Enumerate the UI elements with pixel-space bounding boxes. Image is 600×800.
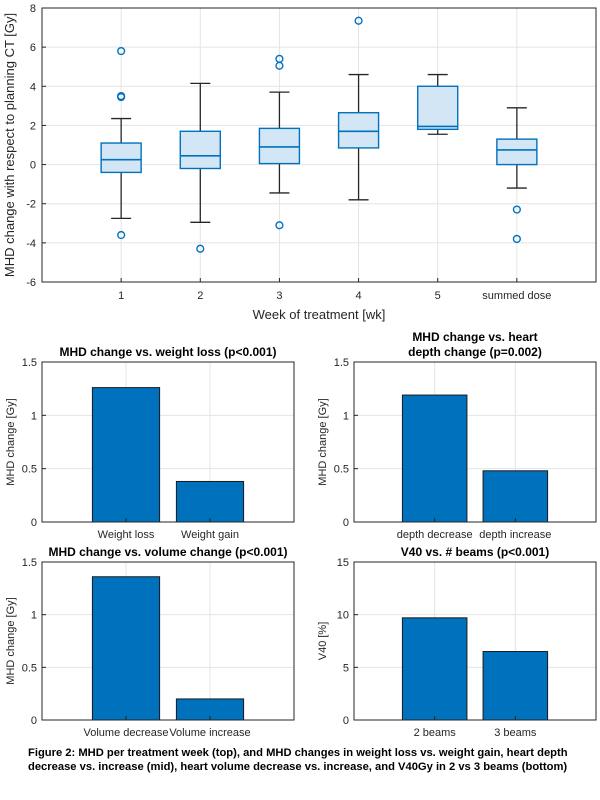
box-iqr <box>258 127 301 165</box>
y-tick-label: 1.5 <box>334 357 349 369</box>
y-tick-label: 0.5 <box>22 662 37 674</box>
x-tick-label: Volume increase <box>169 727 250 739</box>
axes-frame <box>41 561 295 721</box>
x-tick-label: 3 beams <box>494 727 537 739</box>
bar-2 <box>482 651 549 721</box>
x-tick-label: 5 <box>435 290 441 302</box>
x-axis-label: Week of treatment [wk] <box>253 307 386 322</box>
x-tick-label: depth decrease <box>397 529 473 541</box>
x-tick-label: 2 beams <box>414 727 457 739</box>
y-tick-label: 0.5 <box>22 464 37 476</box>
outlier-point <box>117 92 126 102</box>
axes-frame <box>41 361 295 523</box>
y-tick-label: 2 <box>30 120 36 132</box>
y-axis-label: MHD change [Gy] <box>5 597 17 684</box>
box-iqr <box>496 138 538 166</box>
y-tick-label: -2 <box>26 199 36 211</box>
y-tick-label: 15 <box>337 557 349 569</box>
chart-title-line: depth change (p=0.002) <box>408 345 542 359</box>
outlier-point <box>275 221 284 230</box>
outlier-point <box>512 234 521 244</box>
x-tick-label: 4 <box>356 290 362 302</box>
outlier-point <box>354 16 363 25</box>
outlier-point <box>275 61 284 70</box>
x-tick-label: Weight loss <box>98 529 155 541</box>
box-iqr <box>337 112 380 149</box>
box-iqr <box>179 130 221 170</box>
y-tick-label: 0 <box>30 160 36 172</box>
y-tick-label: 0 <box>31 715 37 727</box>
bar-1 <box>401 394 468 523</box>
axes-frame <box>353 361 597 523</box>
bar-2 <box>175 480 245 523</box>
outlier-point <box>196 244 205 253</box>
outlier-point <box>512 205 521 214</box>
figure-canvas: -6 -4 -2 0 2 4 6 8 1 2 3 4 5 summed dose Week of treat… <box>2 3 597 739</box>
axes-frame <box>353 561 597 721</box>
outlier-point <box>117 230 126 240</box>
y-axis-label: MHD change with respect to planning CT [… <box>2 13 17 277</box>
x-tick-label: 1 <box>118 290 124 302</box>
y-tick-label: 1 <box>343 410 349 422</box>
y-tick-label: 10 <box>337 610 349 622</box>
y-tick-label: 8 <box>30 3 36 15</box>
chart-title-line: MHD change vs. heart <box>412 330 537 344</box>
outlier-point <box>117 46 126 56</box>
y-tick-label: 6 <box>30 42 36 54</box>
axes-frame <box>41 7 597 283</box>
chart-title: MHD change vs. weight loss (p<0.001) <box>59 345 276 359</box>
chart-title: V40 vs. # beams (p<0.001) <box>401 545 549 559</box>
bar-1 <box>91 576 161 721</box>
y-tick-label: -4 <box>26 238 36 250</box>
x-tick-label: Volume decrease <box>84 727 169 739</box>
y-tick-label: -6 <box>26 277 36 289</box>
y-tick-label: 0 <box>31 517 37 529</box>
y-axis-label: MHD change [Gy] <box>317 398 329 485</box>
y-tick-label: 1 <box>31 610 37 622</box>
box-iqr <box>100 142 142 174</box>
figure-caption: Figure 2: MHD per treatment week (top), … <box>28 747 568 773</box>
x-tick-label: 2 <box>197 290 203 302</box>
y-tick-label: 4 <box>30 81 36 93</box>
y-tick-label: 0 <box>343 715 349 727</box>
y-tick-label: 0.5 <box>334 464 349 476</box>
y-axis-label: V40 [%] <box>317 622 329 661</box>
x-tick-label: depth increase <box>479 529 551 541</box>
chart-title: MHD change vs. volume change (p<0.001) <box>48 545 287 559</box>
bar-1 <box>401 617 468 721</box>
bar-2 <box>482 470 549 523</box>
y-tick-label: 1.5 <box>22 357 37 369</box>
y-tick-label: 5 <box>343 662 349 674</box>
y-tick-label: 1 <box>31 410 37 422</box>
x-tick-label: Weight gain <box>181 529 239 541</box>
x-tick-label: summed dose <box>482 290 551 302</box>
y-axis-label: MHD change [Gy] <box>5 398 17 485</box>
y-tick-label: 0 <box>343 517 349 529</box>
box-iqr <box>417 85 459 131</box>
x-tick-label: 3 <box>276 290 282 302</box>
y-tick-label: 1.5 <box>22 557 37 569</box>
bar-1 <box>91 387 161 523</box>
